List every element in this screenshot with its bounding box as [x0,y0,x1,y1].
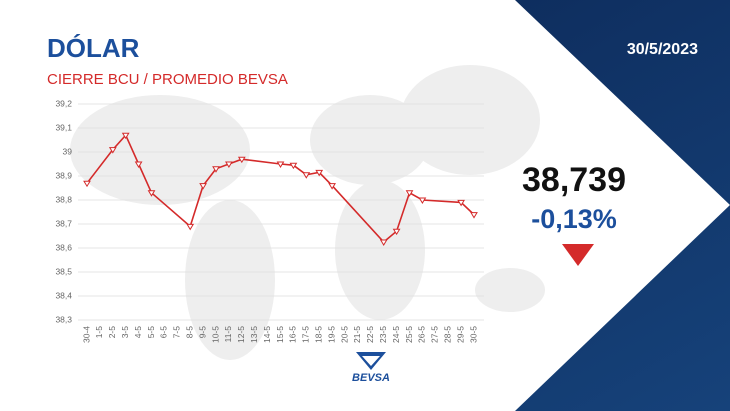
change: -0,13% [531,204,617,234]
marker [302,172,311,179]
x-tick-label: 19-5 [326,326,336,343]
x-tick-label: 30-5 [468,326,478,343]
marker [457,199,465,207]
x-tick-label: 4-5 [133,326,143,339]
x-tick-label: 7-5 [172,326,182,339]
marker [289,162,298,170]
x-tick-label: 28-5 [442,326,452,343]
date: 30/5/2023 [627,41,698,58]
marker [108,147,117,154]
marker [212,166,220,173]
brand: BEVSA [352,372,390,384]
x-tick-label: 29-5 [455,326,465,343]
x-tick-label: 22-5 [365,326,375,343]
x-tick-label: 23-5 [378,326,388,343]
x-tick-label: 18-5 [313,326,323,343]
title: DÓLAR [47,33,140,63]
x-tick-label: 8-5 [184,326,194,339]
marker [315,169,324,177]
x-tick-label: 17-5 [301,326,311,343]
marker [225,161,233,168]
marker [199,183,207,190]
x-tick-label: 10-5 [210,326,220,343]
logo: BEVSA [352,352,390,384]
x-tick-label: 9-5 [197,326,207,339]
x-tick-label: 14-5 [262,326,272,343]
marker [379,239,388,246]
x-tick-label: 2-5 [107,326,117,339]
y-tick-label: 38,8 [55,194,72,204]
x-tick-label: 6-5 [159,326,169,339]
x-tick-label: 5-5 [146,326,156,339]
marker [134,161,143,168]
marker [470,212,478,219]
marker [392,228,401,236]
y-tick-label: 39,2 [55,98,72,108]
marker [83,180,91,188]
down-arrow [562,244,594,266]
x-tick-label: 11-5 [223,326,233,343]
x-tick-label: 12-5 [236,326,246,343]
x-tick-label: 16-5 [288,326,298,343]
x-tick-label: 25-5 [404,326,414,343]
last-value: 38,739 [522,161,626,199]
marker [121,132,130,140]
marker [418,197,427,204]
marker [186,223,195,231]
world-map [70,65,545,360]
marker [237,156,246,164]
y-tick-label: 38,4 [55,290,72,300]
x-tick-label: 30-4 [81,326,91,343]
x-tick-label: 26-5 [417,326,427,343]
marker [405,190,414,197]
marker [328,183,336,190]
x-tick-label: 20-5 [339,326,349,343]
x-tick-label: 1-5 [94,326,104,339]
x-tick-label: 15-5 [275,326,285,343]
x-tick-label: 21-5 [352,326,362,343]
x-tick-label: 13-5 [249,326,259,343]
y-tick-label: 38,3 [55,314,72,324]
y-tick-label: 38,9 [55,170,72,180]
y-tick-label: 38,5 [55,266,72,276]
marker [276,161,285,168]
y-tick-label: 39,1 [55,122,72,132]
subtitle: CIERRE BCU / PROMEDIO BEVSA [47,71,288,88]
y-tick-label: 39 [63,146,73,156]
y-tick-label: 38,6 [55,242,72,252]
x-tick-label: 3-5 [120,326,130,339]
x-tick-label: 24-5 [391,326,401,343]
y-tick-label: 38,7 [55,218,72,228]
x-tick-label: 27-5 [430,326,440,343]
marker [147,190,156,197]
